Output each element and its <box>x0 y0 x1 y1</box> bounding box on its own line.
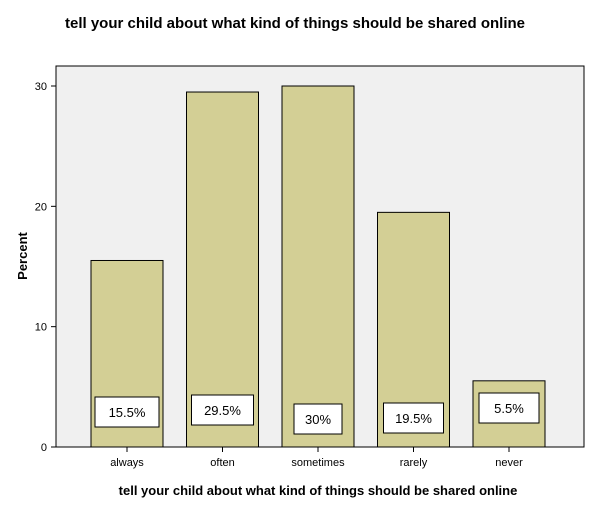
data-label-never: 5.5% <box>494 401 524 416</box>
data-labels: 15.5% 29.5% 30% 19.5% 5.5% <box>94 392 540 435</box>
y-tick-label: 20 <box>35 201 47 213</box>
data-label-box <box>191 394 254 426</box>
y-axis-ticks: 0 10 20 30 <box>35 81 56 454</box>
bars <box>90 85 546 448</box>
x-tick-label-rarely: rarely <box>400 457 428 469</box>
x-tick-label-never: never <box>495 457 523 469</box>
data-label-rarely: 19.5% <box>395 411 432 426</box>
data-label-box <box>293 403 343 435</box>
data-label-sometimes: 30% <box>305 412 331 427</box>
bar-often <box>186 91 259 448</box>
chart-title: tell your child about what kind of thing… <box>65 15 525 32</box>
x-tick-label-sometimes: sometimes <box>291 457 345 469</box>
x-tick-label-often: often <box>210 457 234 469</box>
data-label-box <box>478 392 540 424</box>
data-label-always: 15.5% <box>109 405 146 420</box>
x-tick-label-always: always <box>110 457 144 469</box>
bar-sometimes <box>281 85 355 448</box>
x-axis-ticks: always often sometimes rarely never <box>110 447 523 469</box>
x-axis-title: tell your child about what kind of thing… <box>119 483 518 498</box>
y-tick-label: 0 <box>41 442 47 454</box>
data-label-box <box>383 402 444 434</box>
data-label-often: 29.5% <box>204 403 241 418</box>
y-tick-label: 10 <box>35 322 47 334</box>
y-tick-label: 30 <box>35 81 47 93</box>
y-axis-title: Percent <box>15 231 30 279</box>
data-label-box <box>94 396 160 428</box>
